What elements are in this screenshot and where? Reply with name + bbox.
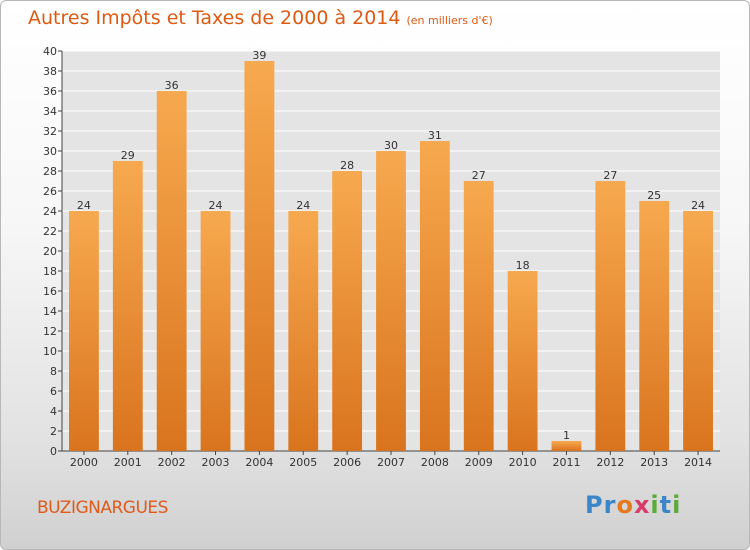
bar-2008	[419, 141, 450, 451]
y-tick-label: 24	[43, 205, 57, 218]
data-label-2009: 27	[472, 169, 486, 182]
bar-2010	[507, 271, 538, 451]
y-tick-label: 18	[43, 265, 57, 278]
chart-title: Autres Impôts et Taxes de 2000 à 2014 (en…	[28, 7, 493, 29]
bar-2012	[595, 181, 626, 451]
chart-title-text: Autres Impôts et Taxes de 2000 à 2014	[28, 7, 401, 29]
city-name: BUZIGNARGUES	[37, 498, 168, 518]
y-tick-label: 40	[43, 45, 57, 58]
data-label-2012: 27	[603, 169, 617, 182]
bar-2013	[639, 201, 670, 451]
data-label-2000: 24	[77, 199, 91, 212]
data-label-2010: 18	[516, 259, 530, 272]
x-tick-label-2006: 2006	[333, 456, 361, 469]
x-tick-label-2003: 2003	[202, 456, 230, 469]
y-tick-label: 14	[43, 305, 57, 318]
data-label-2002: 36	[165, 79, 179, 92]
data-label-2011: 1	[563, 429, 570, 442]
x-tick-label-2009: 2009	[465, 456, 493, 469]
x-tick-label-2014: 2014	[684, 456, 712, 469]
bar-2011	[551, 441, 582, 451]
bar-2014	[683, 211, 713, 451]
x-tick-label-2005: 2005	[289, 456, 317, 469]
y-tick-label: 34	[43, 105, 57, 118]
x-tick-label-2001: 2001	[114, 456, 142, 469]
y-tick-label: 12	[43, 325, 57, 338]
x-tick-label-2000: 2000	[70, 456, 98, 469]
bar-2004	[244, 61, 275, 451]
data-label-2001: 29	[121, 149, 135, 162]
bar-2003	[200, 211, 231, 451]
y-tick-label: 8	[50, 365, 57, 378]
data-label-2006: 28	[340, 159, 354, 172]
bar-2006	[332, 171, 363, 451]
bar-2002	[156, 91, 187, 451]
x-tick-label-2011: 2011	[552, 456, 580, 469]
y-tick-label: 22	[43, 225, 57, 238]
y-tick-label: 10	[43, 345, 57, 358]
y-tick-label: 30	[43, 145, 57, 158]
y-tick-label: 28	[43, 165, 57, 178]
bar-2007	[376, 151, 406, 451]
y-tick-label: 38	[43, 65, 57, 78]
y-tick-label: 4	[50, 405, 57, 418]
y-tick-label: 26	[43, 185, 57, 198]
x-tick-label-2013: 2013	[640, 456, 668, 469]
data-label-2008: 31	[428, 129, 442, 142]
y-tick-label: 36	[43, 85, 57, 98]
bar-2001	[112, 161, 143, 451]
y-tick-label: 6	[50, 385, 57, 398]
bar-2005	[288, 211, 319, 451]
data-label-2005: 24	[296, 199, 310, 212]
y-tick-label: 16	[43, 285, 57, 298]
y-tick-label: 0	[50, 445, 57, 458]
y-tick-label: 20	[43, 245, 57, 258]
x-tick-label-2002: 2002	[158, 456, 186, 469]
chart-unit: (en milliers d'€)	[406, 14, 493, 27]
data-label-2014: 24	[691, 199, 705, 212]
x-tick-label-2010: 2010	[509, 456, 537, 469]
x-tick-label-2008: 2008	[421, 456, 449, 469]
x-tick-label-2007: 2007	[377, 456, 405, 469]
y-tick-label: 32	[43, 125, 57, 138]
data-label-2003: 24	[209, 199, 223, 212]
bar-2009	[463, 181, 494, 451]
x-tick-label-2012: 2012	[596, 456, 624, 469]
data-label-2013: 25	[647, 189, 661, 202]
data-label-2007: 30	[384, 139, 398, 152]
proxiti-logo: Proxiti	[585, 491, 682, 519]
data-label-2004: 39	[252, 49, 266, 62]
x-tick-label-2004: 2004	[245, 456, 273, 469]
y-tick-label: 2	[50, 425, 57, 438]
bar-2000	[69, 211, 99, 451]
